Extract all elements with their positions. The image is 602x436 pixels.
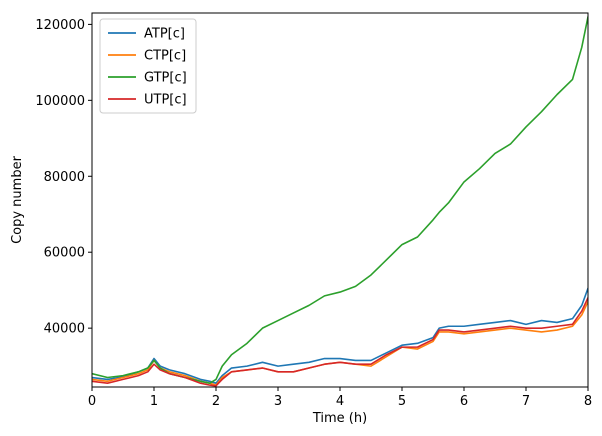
legend-label: ATP[c] bbox=[144, 27, 185, 42]
series-line-atp-c bbox=[92, 287, 588, 384]
y-tick-label: 60000 bbox=[44, 246, 85, 261]
y-axis-label: Copy number bbox=[10, 155, 25, 244]
x-axis-ticks: 0 1 2 3 4 5 6 7 8 bbox=[88, 387, 592, 409]
legend-label: UTP[c] bbox=[144, 93, 187, 108]
y-tick-label: 120000 bbox=[35, 18, 85, 33]
x-tick-label: 2 bbox=[212, 394, 220, 409]
x-axis-label: Time (h) bbox=[312, 411, 367, 426]
series-layer bbox=[92, 16, 588, 387]
series-line-utp-c bbox=[92, 296, 588, 387]
x-tick-label: 7 bbox=[522, 394, 530, 409]
x-tick-label: 5 bbox=[398, 394, 406, 409]
legend-label: CTP[c] bbox=[144, 49, 186, 64]
legend-label: GTP[c] bbox=[144, 71, 187, 86]
x-tick-label: 3 bbox=[274, 394, 282, 409]
x-tick-label: 4 bbox=[336, 394, 344, 409]
x-tick-label: 0 bbox=[88, 394, 96, 409]
x-tick-label: 1 bbox=[150, 394, 158, 409]
series-line-gtp-c bbox=[92, 16, 588, 384]
x-tick-label: 6 bbox=[460, 394, 468, 409]
legend-box bbox=[99, 18, 197, 114]
x-tick-label: 8 bbox=[584, 394, 592, 409]
y-tick-label: 80000 bbox=[44, 170, 85, 185]
y-axis-ticks: 40000 60000 80000 100000 120000 bbox=[35, 18, 92, 337]
y-tick-label: 100000 bbox=[35, 94, 85, 109]
y-tick-label: 40000 bbox=[44, 322, 85, 337]
legend: ATP[c] CTP[c] GTP[c] UTP[c] bbox=[99, 18, 197, 114]
